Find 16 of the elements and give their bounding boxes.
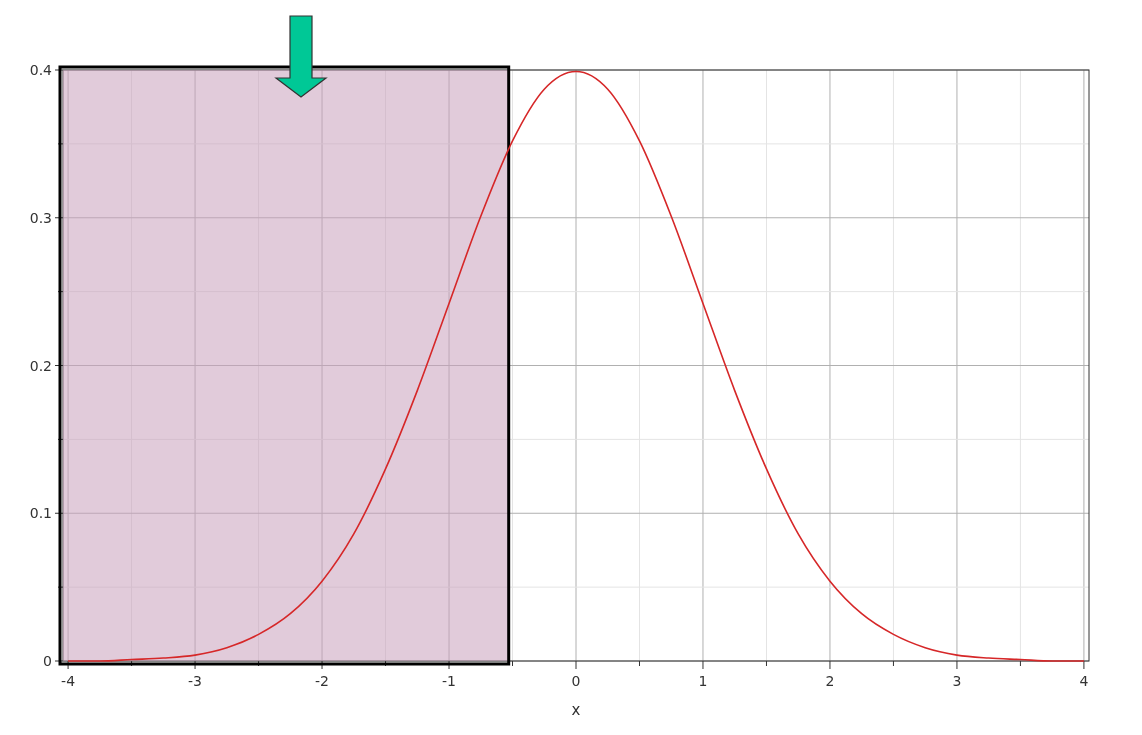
line-series (67, 70, 1085, 662)
x-tick-label: 1 (698, 673, 708, 689)
x-tick-label: 3 (952, 673, 962, 689)
y-tick-label: 0.4 (29, 62, 53, 78)
y-tick-label: 0 (43, 653, 52, 669)
x-tick-label: -4 (61, 673, 76, 689)
x-tick-label: 4 (1079, 673, 1089, 689)
y-tick-label: 0.3 (29, 209, 52, 226)
x-tick-label: -2 (315, 673, 330, 689)
x-tick-label: 2 (825, 673, 835, 689)
x-tick-label: 0 (571, 673, 581, 689)
x-tick-label: -1 (442, 673, 456, 689)
y-tick-label: 0.2 (29, 357, 52, 374)
x-axis-title: x (571, 701, 581, 719)
y-tick-label: 0.1 (29, 505, 52, 522)
x-tick-label: -3 (188, 673, 203, 689)
